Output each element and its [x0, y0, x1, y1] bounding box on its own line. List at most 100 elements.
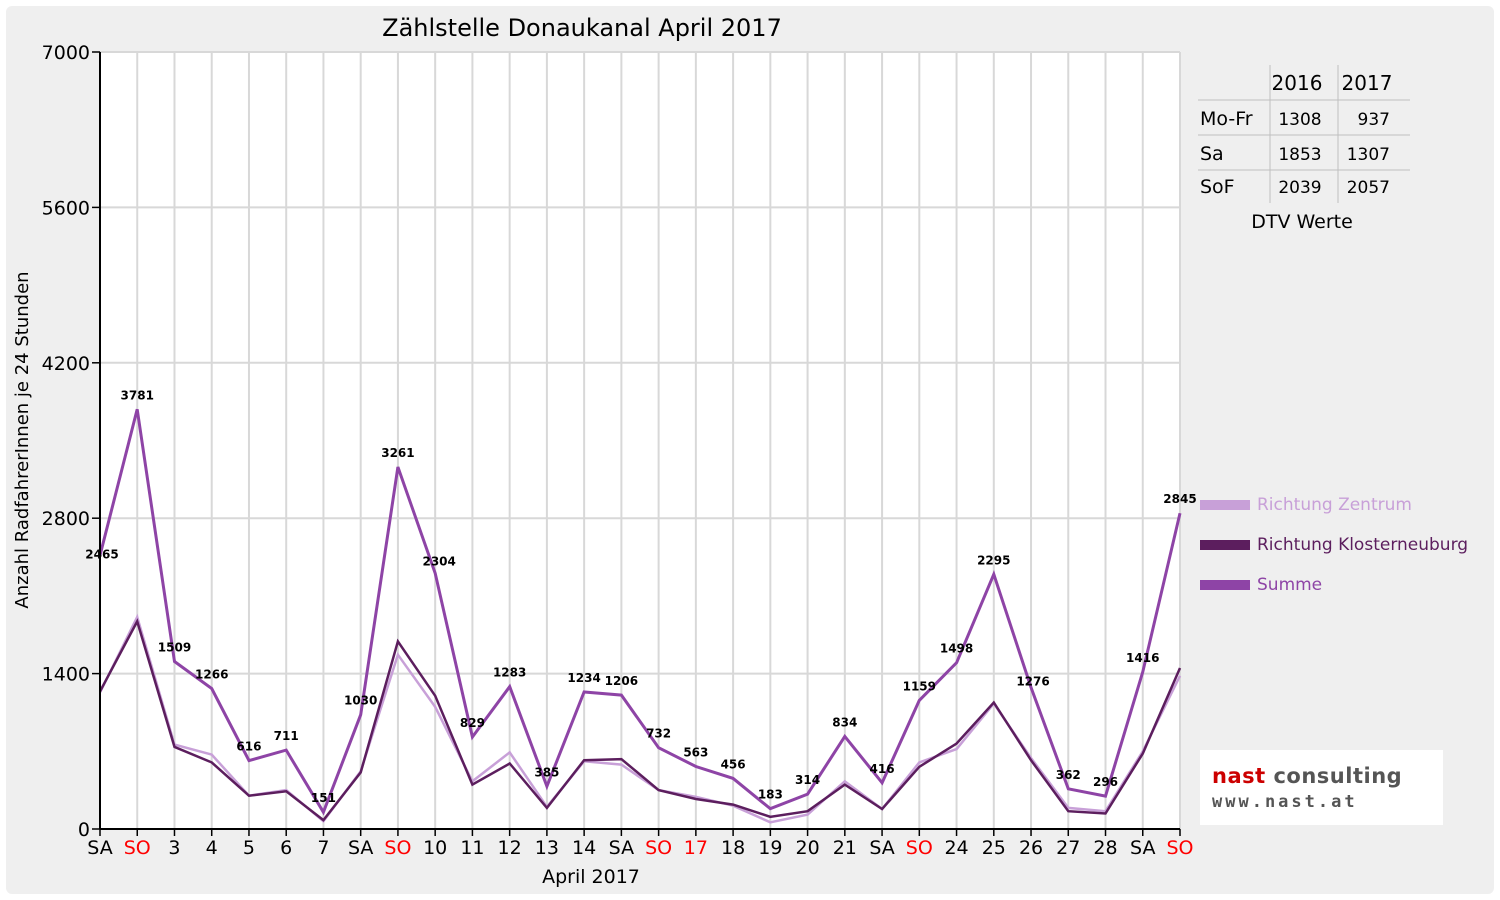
table-caption: DTV Werte: [1251, 211, 1353, 233]
x-tick-label: 25: [982, 837, 1006, 859]
series-line-summe: [98, 408, 1182, 816]
data-label: 362: [1056, 768, 1081, 782]
data-label: 563: [683, 746, 708, 760]
company-logo: nast consulting www.nast.at: [1200, 750, 1443, 825]
table-cell: 2039: [1278, 178, 1321, 198]
data-label: 151: [311, 791, 336, 805]
x-tick-label: SA: [869, 837, 894, 859]
x-tick-label: 17: [684, 837, 708, 859]
table-row-label: Sa: [1200, 143, 1224, 165]
data-labels: 2465 3781 1509 1266 616 711 151 1030 3261 2304 829…: [85, 388, 1196, 805]
y-tick-label: 2800: [42, 508, 90, 530]
legend-label-klosterneuburg: Richtung Klosterneuburg: [1257, 535, 1468, 555]
y-tick-label: 7000: [42, 42, 90, 64]
x-tick-label: 11: [460, 837, 484, 859]
data-label: 1159: [903, 679, 936, 693]
x-tick-label: 26: [1019, 837, 1043, 859]
x-tick-label: 3: [168, 837, 180, 859]
data-label: 183: [758, 788, 783, 802]
data-label: 1416: [1126, 651, 1159, 665]
x-tick-label: 27: [1056, 837, 1080, 859]
x-tick-label: 6: [280, 837, 292, 859]
x-axis-label: April 2017: [542, 866, 640, 888]
plot-area: [100, 52, 1180, 829]
data-label: 1206: [605, 674, 638, 688]
x-tick-label: 4: [206, 837, 218, 859]
data-label: 385: [534, 765, 559, 779]
x-tick-label: 5: [243, 837, 255, 859]
x-tick-label: 24: [944, 837, 968, 859]
y-tick-label: 4200: [42, 353, 90, 375]
x-tick-label: 20: [795, 837, 819, 859]
data-label: 834: [832, 715, 857, 729]
table-cell: 1307: [1347, 145, 1390, 165]
legend-label-zentrum: Richtung Zentrum: [1257, 495, 1412, 515]
table-row-label: SoF: [1200, 176, 1235, 198]
x-tick-label: SA: [1130, 837, 1155, 859]
dtv-table: 2016 2017 Mo-Fr 1308 937 Sa 1853 1307 So…: [1198, 65, 1410, 233]
logo-url: www.nast.at: [1212, 792, 1358, 812]
data-label: 1266: [195, 667, 228, 681]
data-label: 1030: [344, 694, 377, 708]
data-label: 829: [460, 716, 485, 730]
data-label: 1283: [493, 666, 526, 680]
x-tick-label: SA: [609, 837, 634, 859]
data-label: 3261: [381, 446, 414, 460]
x-tick-label: SA: [348, 837, 373, 859]
data-label: 711: [274, 729, 299, 743]
data-label: 616: [236, 740, 261, 754]
table-cell: 1853: [1278, 145, 1321, 165]
table-header-2016: 2016: [1272, 71, 1323, 95]
x-tick-label: 12: [498, 837, 522, 859]
table-row-label: Mo-Fr: [1200, 108, 1253, 130]
legend-swatch-summe: [1200, 580, 1250, 590]
data-label: 2295: [977, 553, 1010, 567]
x-tick-label: 10: [423, 837, 447, 859]
x-tick-label: SO: [124, 837, 151, 859]
x-tick-label: SO: [906, 837, 933, 859]
x-tick-label: 14: [572, 837, 596, 859]
x-tick-label: 13: [535, 837, 559, 859]
x-tick-label: SO: [1166, 837, 1193, 859]
data-label: 296: [1093, 775, 1118, 789]
x-tick-label: 19: [758, 837, 782, 859]
data-label: 1498: [940, 642, 973, 656]
table-header-2017: 2017: [1342, 71, 1393, 95]
table-cell: 2057: [1347, 178, 1390, 198]
data-label: 314: [795, 773, 820, 787]
gridlines: [100, 51, 1181, 829]
data-label: 1276: [1016, 674, 1049, 688]
series-lines: [98, 408, 1182, 824]
x-tick-label: 7: [317, 837, 329, 859]
series-line-klosterneuburg: [98, 618, 1182, 822]
data-label: 416: [870, 762, 895, 776]
y-axis-label: Anzahl RadfahrerInnen je 24 Stunden: [12, 271, 33, 608]
data-label: 732: [646, 727, 671, 741]
x-tick-label: SA: [87, 837, 112, 859]
y-tick-label: 0: [78, 819, 90, 841]
x-tick-label: SO: [384, 837, 411, 859]
table-cell: 937: [1358, 110, 1390, 130]
table-cell: 1308: [1278, 110, 1321, 130]
data-label: 2465: [85, 547, 118, 561]
legend-label-summe: Summe: [1257, 575, 1322, 595]
x-tick-label: 18: [721, 837, 745, 859]
y-tick-label: 1400: [42, 664, 90, 686]
logo-wordmark: nast consulting: [1212, 764, 1403, 788]
data-label: 3781: [121, 388, 154, 402]
x-tick-label: SO: [645, 837, 672, 859]
chart-title: Zählstelle Donaukanal April 2017: [382, 14, 782, 42]
data-label: 1234: [567, 671, 600, 685]
data-label: 2304: [422, 554, 455, 568]
legend-swatch-klosterneuburg: [1200, 540, 1250, 550]
data-label: 456: [721, 757, 746, 771]
x-tick-label: 21: [833, 837, 857, 859]
legend-swatch-zentrum: [1200, 500, 1250, 510]
y-tick-label: 5600: [42, 197, 90, 219]
legend: Richtung Zentrum Richtung Klosterneuburg…: [1200, 495, 1468, 595]
data-label: 2845: [1163, 492, 1196, 506]
data-label: 1509: [158, 641, 191, 655]
x-tick-label: 28: [1093, 837, 1117, 859]
